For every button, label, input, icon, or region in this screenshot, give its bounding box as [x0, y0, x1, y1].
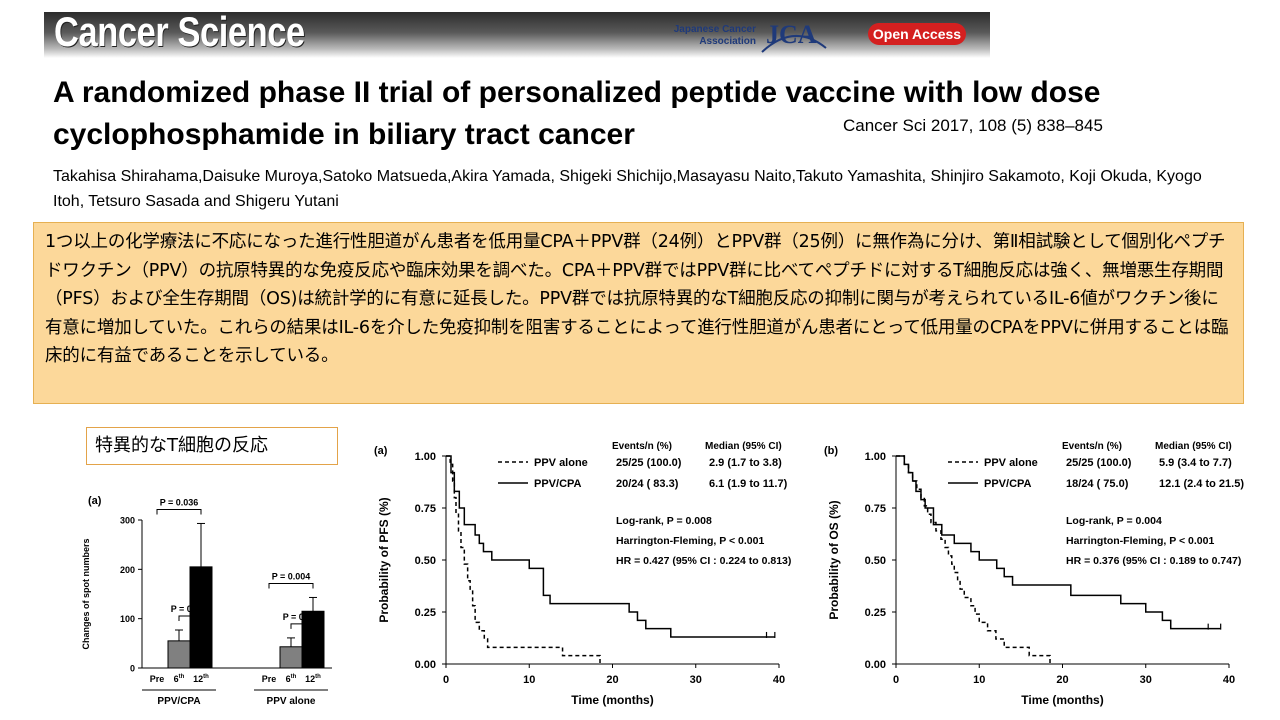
bar-x-tick-label: 12th	[305, 674, 321, 684]
association-line-1: Japanese Cancer	[673, 24, 756, 35]
pvalue-label: P = 0.036	[160, 497, 199, 507]
pfs-x-axis-label: Time (months)	[571, 693, 653, 707]
pvalue-label: P = 0.065	[171, 604, 210, 614]
os-y-tick-label: 0.00	[865, 659, 886, 671]
pfs-legend-label: PPV alone	[534, 457, 588, 469]
os-y-tick-label: 0.75	[865, 503, 886, 515]
os-x-tick-label: 10	[973, 674, 985, 686]
author-list: Takahisa Shirahama,Daisuke Muroya,Satoko…	[53, 168, 1202, 210]
journal-header-band	[44, 12, 990, 58]
citation: Cancer Sci 2017, 108 (5) 838–845	[843, 116, 1103, 135]
bar	[279, 646, 303, 669]
os-y-tick-label: 1.00	[865, 451, 886, 463]
pfs-stat-line: Log-rank, P = 0.008	[616, 515, 712, 527]
pfs-x-tick-label: 0	[443, 674, 449, 686]
os-x-tick-label: 0	[893, 674, 899, 686]
pfs-x-tick-label: 10	[523, 674, 535, 686]
os-stat-line: Log-rank, P = 0.004	[1066, 515, 1162, 527]
os-events-value: 18/24 ( 75.0)	[1066, 478, 1129, 490]
bar-panel-label: (a)	[88, 495, 102, 507]
pfs-y-tick-label: 0.75	[415, 503, 436, 515]
bar-x-tick-label: Pre	[150, 674, 165, 684]
pvalue-label: P = 0.004	[272, 571, 311, 581]
association-line-2: Association	[699, 36, 756, 47]
os-y-axis-label: Probability of OS (%)	[827, 500, 841, 619]
pfs-x-tick-label: 20	[606, 674, 618, 686]
bar-y-tick-label: 0	[130, 664, 135, 674]
os-x-tick-label: 40	[1223, 674, 1235, 686]
pfs-km-curve	[446, 455, 775, 638]
pfs-events-value: 25/25 (100.0)	[616, 457, 682, 469]
os-km-curve	[896, 455, 1221, 630]
os-median-value: 12.1 (2.4 to 21.5)	[1159, 478, 1244, 490]
os-x-tick-label: 20	[1056, 674, 1068, 686]
bar	[167, 640, 191, 669]
bar-x-tick-label: 6th	[174, 674, 185, 684]
pvalue-bracket	[156, 508, 202, 515]
pfs-y-tick-label: 1.00	[415, 451, 436, 463]
pfs-median-value: 6.1 (1.9 to 11.7)	[709, 478, 788, 490]
bar-y-tick-label: 200	[120, 565, 135, 575]
bar-group-label: PPV alone	[267, 696, 316, 707]
os-y-tick-label: 0.25	[865, 607, 886, 619]
pfs-x-tick-label: 40	[773, 674, 785, 686]
os-km-curve	[896, 455, 1051, 664]
os-stat-line: Harrington-Fleming, P < 0.001	[1066, 535, 1214, 547]
pvalue-label: P = 0.032	[283, 612, 322, 622]
pfs-stat-line: HR = 0.427 (95% CI : 0.224 to 0.813)	[616, 555, 791, 567]
pfs-median-value: 2.9 (1.7 to 3.8)	[709, 457, 782, 469]
jca-logo-text: JCA	[766, 20, 817, 49]
bar-y-axis-label: Changes of spot numbers	[81, 538, 91, 649]
pfs-y-tick-label: 0.00	[415, 659, 436, 671]
pfs-stat-line: Harrington-Fleming, P < 0.001	[616, 535, 764, 547]
pfs-x-tick-label: 30	[690, 674, 702, 686]
pfs-y-tick-label: 0.25	[415, 607, 436, 619]
os-legend-label: PPV/CPA	[984, 478, 1032, 490]
os-x-tick-label: 30	[1140, 674, 1152, 686]
os-median-value: 5.9 (3.4 to 7.7)	[1159, 457, 1232, 469]
os-stat-line: HR = 0.376 (95% CI : 0.189 to 0.747)	[1066, 555, 1241, 567]
paper-title: A randomized phase II trial of personali…	[53, 76, 1101, 151]
os-km-chart: (b) 0.00 0.25 0.50 0.75 1.00 0 10 20 30 40 Time (mo…	[824, 441, 1244, 707]
pfs-y-axis-label: Probability of PFS (%)	[377, 497, 391, 622]
jca-logo-icon	[761, 34, 827, 53]
os-legend-label: PPV alone	[984, 457, 1038, 469]
os-median-header: Median (95% CI)	[1155, 441, 1232, 452]
pvalue-bracket	[178, 615, 202, 622]
bar-x-tick-label: Pre	[262, 674, 277, 684]
os-y-tick-label: 0.50	[865, 555, 886, 567]
summary-box: 1つ以上の化学療法に不応になった進行性胆道がん患者を低用量CPA＋PPV群（24…	[33, 222, 1244, 404]
pfs-events-header: Events/n (%)	[612, 441, 672, 452]
pfs-median-header: Median (95% CI)	[705, 441, 782, 452]
pvalue-bracket	[268, 582, 314, 589]
summary-text: 1つ以上の化学療法に不応になった進行性胆道がん患者を低用量CPA＋PPV群（24…	[45, 232, 1229, 366]
bar-y-tick-label: 100	[120, 614, 135, 624]
os-events-header: Events/n (%)	[1062, 441, 1122, 452]
bar-x-tick-label: 6th	[286, 674, 297, 684]
pfs-y-tick-label: 0.50	[415, 555, 436, 567]
os-panel-label: (b)	[824, 445, 838, 457]
pfs-panel-label: (a)	[374, 445, 388, 457]
os-events-value: 25/25 (100.0)	[1066, 457, 1132, 469]
open-access-badge: Open Access	[868, 23, 966, 45]
pfs-legend-label: PPV/CPA	[534, 478, 582, 490]
bar-x-tick-label: 12th	[193, 674, 209, 684]
bar-group-label: PPV/CPA	[157, 696, 200, 707]
pfs-km-chart: (a) 0.00 0.25 0.50 0.75 1.00 0 10 20 30 40 Time (mo…	[374, 441, 791, 707]
association-name: Japanese Cancer Association	[656, 24, 756, 48]
pvalue-bracket	[290, 623, 314, 629]
tcell-bar-chart: (a) 0 100 200 300 Changes of spot numbers Pre 6…	[81, 495, 332, 707]
os-x-axis-label: Time (months)	[1021, 693, 1103, 707]
bar-y-tick-label: 300	[120, 516, 135, 526]
tcell-response-label: 特異的なT細胞の反応	[86, 427, 338, 465]
journal-name: Cancer Science	[54, 8, 305, 55]
pfs-events-value: 20/24 ( 83.3)	[616, 478, 679, 490]
